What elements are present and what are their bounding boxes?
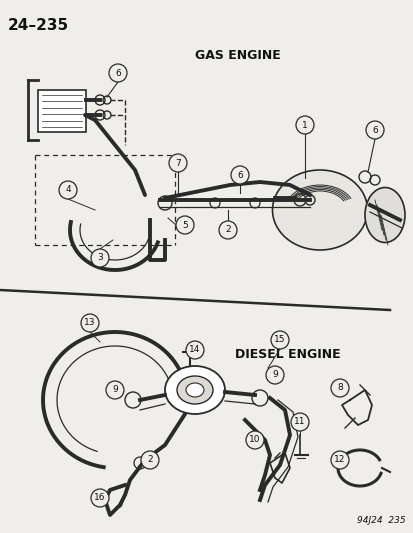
Text: 6: 6 bbox=[371, 125, 377, 134]
Text: 10: 10 bbox=[249, 435, 260, 445]
Text: 9: 9 bbox=[271, 370, 277, 379]
Text: 15: 15 bbox=[273, 335, 285, 344]
Circle shape bbox=[266, 366, 283, 384]
Circle shape bbox=[91, 489, 109, 507]
Text: DIESEL ENGINE: DIESEL ENGINE bbox=[235, 349, 340, 361]
Text: 12: 12 bbox=[334, 456, 345, 464]
Ellipse shape bbox=[364, 188, 404, 243]
Circle shape bbox=[290, 413, 308, 431]
Text: 13: 13 bbox=[84, 319, 95, 327]
Text: 1: 1 bbox=[301, 120, 307, 130]
Text: 11: 11 bbox=[294, 417, 305, 426]
Circle shape bbox=[230, 166, 248, 184]
Circle shape bbox=[295, 116, 313, 134]
Text: 24–235: 24–235 bbox=[8, 18, 69, 33]
Ellipse shape bbox=[177, 376, 212, 404]
Circle shape bbox=[218, 221, 236, 239]
Text: 3: 3 bbox=[97, 254, 102, 262]
Circle shape bbox=[141, 451, 159, 469]
Circle shape bbox=[176, 216, 194, 234]
Text: 5: 5 bbox=[182, 221, 188, 230]
Text: 7: 7 bbox=[175, 158, 180, 167]
Circle shape bbox=[106, 381, 124, 399]
Circle shape bbox=[59, 181, 77, 199]
Text: 14: 14 bbox=[189, 345, 200, 354]
Circle shape bbox=[365, 121, 383, 139]
FancyBboxPatch shape bbox=[38, 90, 86, 132]
Ellipse shape bbox=[165, 366, 224, 414]
Text: 9: 9 bbox=[112, 385, 118, 394]
Text: 94J24  235: 94J24 235 bbox=[356, 516, 405, 525]
Ellipse shape bbox=[272, 170, 367, 250]
Circle shape bbox=[109, 64, 127, 82]
Text: 2: 2 bbox=[225, 225, 230, 235]
Circle shape bbox=[271, 331, 288, 349]
Circle shape bbox=[169, 154, 187, 172]
Text: 6: 6 bbox=[237, 171, 242, 180]
Circle shape bbox=[245, 431, 263, 449]
Circle shape bbox=[185, 341, 204, 359]
Circle shape bbox=[330, 451, 348, 469]
Circle shape bbox=[91, 249, 109, 267]
Text: 6: 6 bbox=[115, 69, 121, 77]
Text: 2: 2 bbox=[147, 456, 152, 464]
Text: 8: 8 bbox=[336, 384, 342, 392]
Ellipse shape bbox=[185, 383, 204, 397]
Text: 4: 4 bbox=[65, 185, 71, 195]
Text: GAS ENGINE: GAS ENGINE bbox=[195, 49, 280, 61]
Text: 16: 16 bbox=[94, 494, 105, 503]
Circle shape bbox=[330, 379, 348, 397]
Circle shape bbox=[81, 314, 99, 332]
